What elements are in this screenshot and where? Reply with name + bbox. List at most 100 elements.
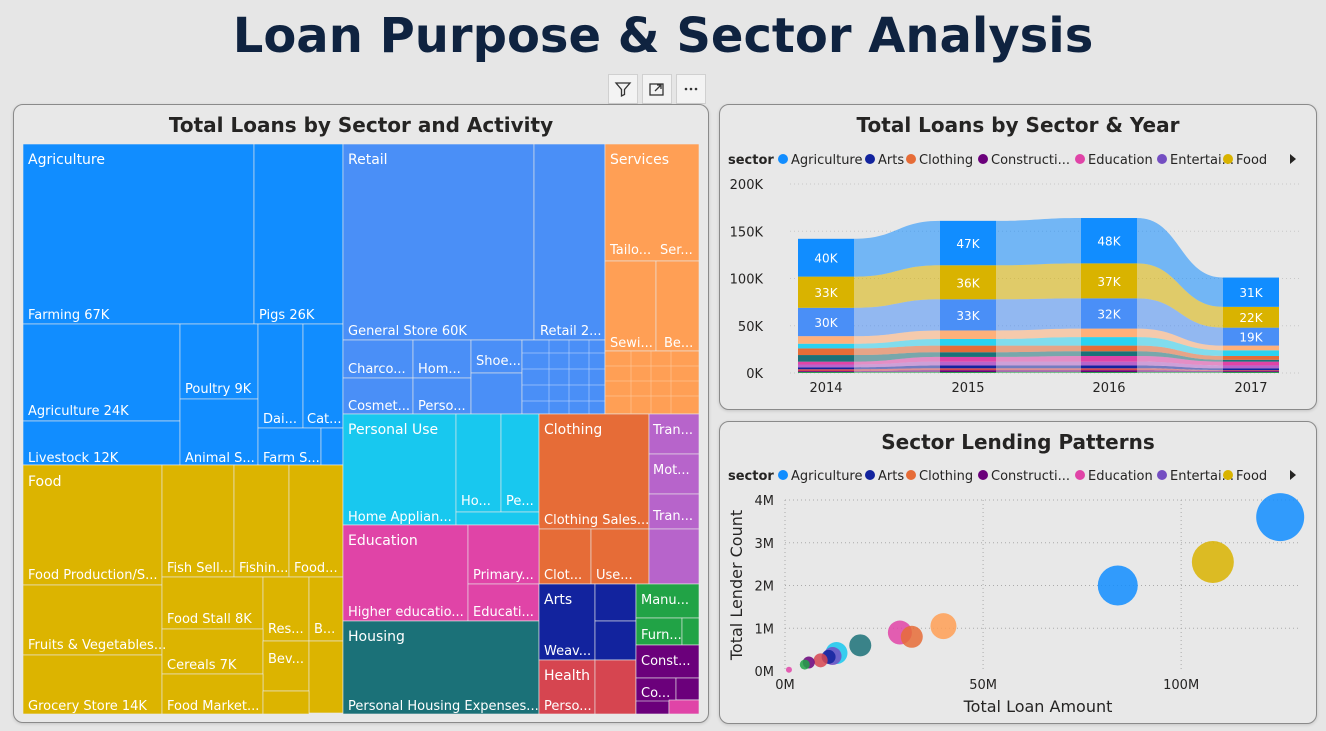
ribbon-bar[interactable] — [1081, 365, 1137, 369]
ribbon-bar[interactable] — [1081, 263, 1137, 299]
ribbon-chart[interactable]: sector Agriculture Arts Clothing Constructi.… — [720, 105, 1316, 409]
treemap-tile[interactable] — [455, 511, 540, 526]
treemap-tile[interactable] — [22, 654, 163, 715]
treemap-tile[interactable] — [412, 339, 472, 379]
scatter-chart[interactable]: sector Agriculture Arts Clothing Constructi.… — [720, 422, 1316, 723]
treemap-tile[interactable] — [538, 583, 596, 661]
treemap-tile[interactable] — [521, 339, 606, 415]
scatter-point-services[interactable] — [930, 613, 957, 640]
filter-icon[interactable] — [608, 74, 638, 104]
ribbon-bar[interactable] — [940, 372, 996, 373]
ribbon-bar[interactable] — [798, 364, 854, 368]
ribbon-bar[interactable] — [1223, 359, 1279, 362]
scatter-point-entertainment[interactable] — [785, 666, 792, 673]
ribbon-bar[interactable] — [940, 338, 996, 346]
ribbon-bar[interactable] — [798, 343, 854, 349]
scatter-point-food[interactable] — [1191, 540, 1234, 583]
ribbon-bar[interactable] — [798, 367, 854, 370]
ribbon-bar[interactable] — [798, 238, 854, 277]
treemap-tile[interactable] — [22, 143, 255, 325]
ribbon-bar[interactable] — [1223, 355, 1279, 360]
scatter-point-clothing[interactable] — [900, 625, 923, 648]
ribbon-bar[interactable] — [1223, 350, 1279, 356]
treemap-tile[interactable] — [342, 413, 457, 526]
treemap-tile[interactable] — [288, 464, 344, 578]
treemap-tile[interactable] — [604, 350, 700, 415]
scatter-point-housing[interactable] — [849, 634, 872, 657]
treemap-tile[interactable] — [648, 528, 700, 585]
scatter-point-manufacturing[interactable] — [799, 659, 810, 670]
ribbon-bar[interactable] — [940, 356, 996, 362]
treemap-tile[interactable] — [594, 659, 637, 715]
ribbon-bar[interactable] — [1081, 372, 1137, 373]
treemap-tile[interactable] — [675, 677, 700, 701]
treemap-tile[interactable] — [648, 453, 700, 495]
ribbon-bar[interactable] — [940, 361, 996, 366]
ribbon-bar[interactable] — [1081, 368, 1137, 371]
ribbon-bar[interactable] — [1223, 365, 1279, 369]
treemap-tile[interactable] — [604, 260, 657, 352]
ribbon-bar[interactable] — [940, 352, 996, 357]
treemap-tile[interactable] — [342, 620, 540, 715]
treemap-tile[interactable] — [262, 690, 310, 715]
ribbon-bar[interactable] — [940, 345, 996, 353]
scatter-point-health[interactable] — [813, 653, 828, 668]
treemap-tile[interactable] — [22, 323, 181, 422]
treemap-tile[interactable] — [22, 464, 163, 586]
treemap-tile[interactable] — [342, 524, 469, 622]
ribbon-bar[interactable] — [798, 336, 854, 344]
ribbon-bar[interactable] — [1081, 345, 1137, 352]
ribbon-bar[interactable] — [798, 355, 854, 362]
ribbon-bar[interactable] — [1223, 370, 1279, 372]
treemap-tile[interactable] — [604, 143, 700, 262]
treemap-tile[interactable] — [161, 576, 264, 630]
treemap-tile[interactable] — [308, 640, 344, 714]
treemap-tile[interactable] — [233, 464, 290, 578]
ribbon-bar[interactable] — [798, 276, 854, 308]
ribbon-bar[interactable] — [940, 220, 996, 266]
treemap-tile[interactable] — [342, 377, 414, 415]
ribbon-bar[interactable] — [1081, 298, 1137, 329]
treemap-tile[interactable] — [161, 464, 235, 578]
scatter-point-retail[interactable] — [1097, 565, 1138, 606]
legend-next-icon[interactable] — [1290, 154, 1296, 164]
ribbon-bar[interactable] — [1223, 361, 1279, 366]
ribbon-bar[interactable] — [798, 371, 854, 373]
ribbon-bar[interactable] — [1081, 370, 1137, 373]
ribbon-bar[interactable] — [1223, 327, 1279, 346]
treemap-tile[interactable] — [655, 260, 700, 352]
treemap-tile[interactable] — [648, 413, 700, 455]
treemap-tile[interactable] — [22, 420, 181, 466]
ribbon-bar[interactable] — [1223, 368, 1279, 371]
ribbon-bar[interactable] — [1081, 361, 1137, 366]
treemap-tile[interactable] — [467, 524, 540, 585]
ribbon-bar[interactable] — [940, 368, 996, 371]
ribbon-bar[interactable] — [798, 369, 854, 372]
ribbon-bar[interactable] — [940, 299, 996, 331]
focus-mode-icon[interactable] — [642, 74, 672, 104]
treemap-tile[interactable] — [257, 323, 304, 429]
ribbon-bar[interactable] — [1223, 306, 1279, 328]
treemap-tile[interactable] — [594, 583, 637, 622]
ribbon-bar[interactable] — [1081, 328, 1137, 338]
treemap-tile[interactable] — [500, 413, 540, 513]
treemap-tile[interactable] — [179, 323, 259, 400]
treemap-tile[interactable] — [161, 673, 264, 715]
treemap-tile[interactable] — [262, 576, 310, 642]
treemap-tile[interactable] — [635, 700, 670, 715]
ribbon-bar[interactable] — [940, 330, 996, 339]
ribbon-bar[interactable] — [1223, 345, 1279, 351]
ribbon-bar[interactable] — [1081, 218, 1137, 264]
ribbon-bar[interactable] — [1223, 372, 1279, 373]
treemap-tile[interactable] — [342, 143, 535, 341]
treemap-tile[interactable] — [648, 493, 700, 530]
treemap-tile[interactable] — [412, 377, 472, 415]
ribbon-bar[interactable] — [1081, 351, 1137, 356]
ribbon-bar[interactable] — [1081, 355, 1137, 362]
ribbon-bar[interactable] — [940, 365, 996, 369]
treemap-tile[interactable] — [635, 583, 700, 619]
treemap-tile[interactable] — [681, 617, 700, 646]
treemap-tile[interactable] — [668, 699, 700, 715]
ribbon-bar[interactable] — [798, 372, 854, 373]
treemap-tile[interactable] — [22, 584, 163, 656]
